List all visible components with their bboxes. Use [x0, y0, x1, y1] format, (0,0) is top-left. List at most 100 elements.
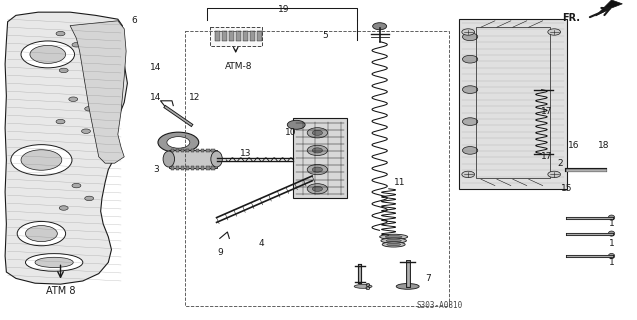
Text: S303-A0810: S303-A0810 [417, 301, 462, 310]
Bar [171, 166, 174, 170]
Text: 4: 4 [259, 239, 264, 248]
Circle shape [21, 150, 62, 170]
Circle shape [548, 29, 561, 35]
Bar [181, 149, 184, 152]
Circle shape [72, 43, 81, 47]
Circle shape [462, 147, 478, 154]
Bar [222, 31, 227, 41]
Ellipse shape [608, 253, 615, 259]
Ellipse shape [380, 234, 408, 239]
Ellipse shape [608, 231, 615, 236]
Circle shape [312, 186, 322, 191]
Bar [201, 166, 204, 170]
Text: 6: 6 [131, 16, 137, 25]
Ellipse shape [382, 242, 405, 247]
Text: 13: 13 [240, 149, 251, 158]
Text: 17: 17 [541, 108, 552, 116]
Bar [229, 31, 234, 41]
Circle shape [158, 132, 199, 153]
Text: ATM 8: ATM 8 [46, 286, 75, 296]
Circle shape [72, 183, 81, 188]
Bar [236, 31, 241, 41]
Text: 12: 12 [189, 93, 200, 102]
Text: 16: 16 [568, 141, 579, 150]
Circle shape [167, 137, 190, 148]
Polygon shape [70, 21, 126, 163]
Ellipse shape [381, 238, 406, 243]
Text: 8: 8 [364, 284, 371, 292]
Circle shape [11, 145, 72, 175]
Bar [293, 118, 347, 198]
Bar [243, 31, 248, 41]
Bar [191, 166, 194, 170]
Circle shape [56, 119, 65, 124]
Text: 10: 10 [285, 128, 296, 137]
Text: 2: 2 [558, 159, 563, 168]
Text: 3: 3 [153, 165, 159, 174]
Text: FR.: FR. [562, 13, 580, 23]
Bar [191, 149, 194, 152]
Bar [196, 149, 199, 152]
Circle shape [21, 41, 75, 68]
Text: 18: 18 [598, 141, 609, 150]
Polygon shape [5, 12, 127, 284]
Ellipse shape [387, 243, 401, 246]
Circle shape [307, 184, 327, 194]
Circle shape [88, 31, 97, 36]
Circle shape [312, 167, 322, 172]
Bar [171, 149, 174, 152]
Circle shape [30, 45, 66, 63]
Text: 14: 14 [150, 93, 162, 102]
Text: 11: 11 [394, 178, 406, 187]
Circle shape [312, 148, 322, 153]
Bar [211, 149, 215, 152]
Text: 1: 1 [608, 220, 615, 228]
Bar [215, 31, 220, 41]
Text: 15: 15 [561, 184, 573, 193]
Bar [206, 149, 210, 152]
Bar [201, 149, 204, 152]
Bar [196, 166, 199, 170]
Text: 14: 14 [150, 63, 162, 72]
Circle shape [462, 33, 478, 41]
Circle shape [312, 130, 322, 135]
Circle shape [307, 164, 327, 175]
Ellipse shape [608, 215, 615, 220]
Bar [211, 166, 215, 170]
Circle shape [462, 86, 478, 93]
Ellipse shape [396, 284, 419, 289]
Circle shape [59, 68, 68, 73]
Bar [169, 150, 217, 168]
Bar [186, 149, 189, 152]
Circle shape [69, 97, 78, 101]
Text: 9: 9 [217, 248, 223, 257]
Bar [186, 166, 189, 170]
Bar [459, 19, 567, 189]
Circle shape [307, 128, 327, 138]
Circle shape [56, 31, 65, 36]
Circle shape [82, 129, 90, 133]
Bar [181, 166, 184, 170]
Circle shape [17, 221, 66, 246]
Bar [206, 166, 210, 170]
Text: 1: 1 [608, 239, 615, 248]
Circle shape [373, 23, 387, 30]
Text: 19: 19 [278, 5, 290, 14]
Text: 7: 7 [425, 274, 431, 283]
Circle shape [462, 55, 478, 63]
Circle shape [287, 120, 305, 129]
Circle shape [462, 29, 475, 35]
Circle shape [59, 206, 68, 210]
Circle shape [462, 171, 475, 178]
Bar [257, 31, 262, 41]
Circle shape [462, 118, 478, 125]
Circle shape [25, 226, 57, 242]
Ellipse shape [354, 284, 372, 288]
Ellipse shape [25, 253, 83, 271]
Circle shape [548, 171, 561, 178]
Circle shape [85, 78, 94, 82]
Bar [476, 27, 550, 178]
Circle shape [307, 145, 327, 156]
Ellipse shape [163, 151, 175, 167]
Text: 1: 1 [608, 258, 615, 267]
